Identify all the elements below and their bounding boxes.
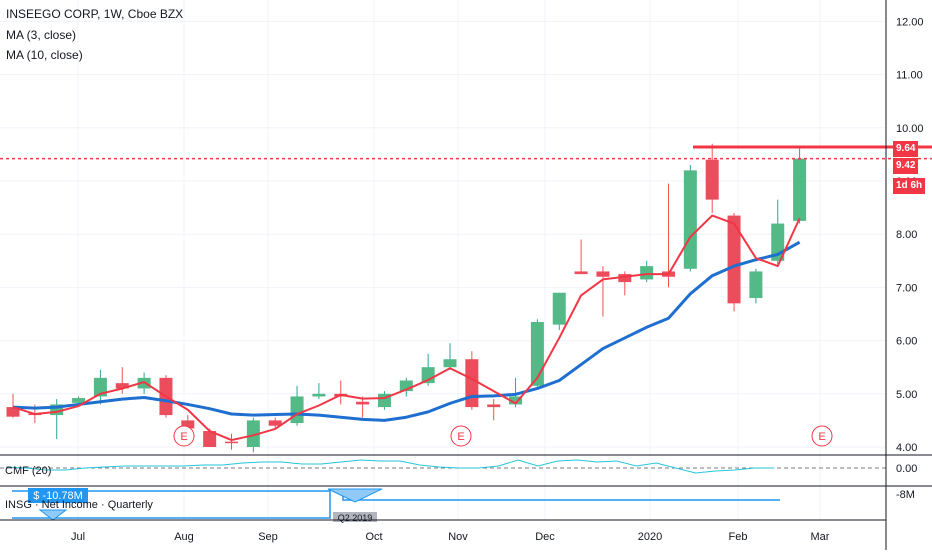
net-income-marker: [327, 488, 383, 503]
candle-body: [93, 377, 107, 397]
price-tick-label: 6.00: [896, 336, 917, 348]
candle-body: [749, 271, 763, 299]
candle-body: [6, 407, 20, 417]
candle-body: [203, 431, 217, 447]
candle-body: [793, 158, 807, 221]
candle-body: [268, 420, 282, 426]
time-tick-label: 2020: [638, 531, 662, 543]
candle-body: [115, 383, 129, 389]
net-income-tick-label: -8M: [896, 489, 915, 501]
net-income-line-prev: [12, 490, 331, 519]
net-income-period-tag: [333, 512, 377, 522]
lower-panes: 0.00 $ -10.78M Q2 2019 -8M: [0, 459, 917, 523]
candle-body: [618, 274, 632, 283]
earnings-marker: [811, 425, 833, 447]
price-tick-label: 7.00: [896, 282, 917, 294]
net-income-line: [342, 491, 780, 501]
candle-body: [399, 380, 413, 392]
candle-body: [574, 271, 588, 275]
candle-body: [509, 396, 523, 405]
time-tick-label: Feb: [729, 531, 748, 543]
earnings-marker-label: E: [457, 431, 464, 443]
candle-body: [465, 359, 479, 408]
cmf-label[interactable]: CMF (20): [5, 465, 52, 477]
time-tick-label: Oct: [365, 531, 382, 543]
candle-body: [312, 393, 326, 397]
cmf-line: [5, 459, 775, 474]
earnings-marker: [450, 425, 472, 447]
candle-body: [487, 404, 501, 408]
net-income-value-text: $ -10.78M: [33, 490, 83, 502]
candle-body: [72, 398, 86, 403]
candle-body: [356, 401, 370, 405]
candle-body: [683, 170, 697, 269]
price-tick-label: 10.00: [896, 123, 924, 135]
earnings-marker: [173, 425, 195, 447]
candle-body: [552, 292, 566, 325]
candle-body: [246, 420, 260, 447]
candle-body: [50, 404, 64, 416]
candle-body: [290, 396, 304, 424]
price-tick-label: 4.00: [896, 442, 917, 454]
moving-averages: [12, 214, 801, 442]
time-tick-label: Mar: [811, 531, 830, 543]
price-tick-label: 5.00: [896, 389, 917, 401]
time-tick-label: Aug: [174, 531, 194, 543]
net-income-period-text: Q2 2019: [338, 513, 373, 523]
earnings-marker-label: E: [818, 431, 825, 443]
ma10-line: [12, 240, 801, 422]
net-income-marker: [38, 509, 68, 521]
price-tick-label: 11.00: [896, 70, 923, 82]
candle-body: [596, 271, 610, 277]
cmf-tick-label: 0.00: [896, 463, 917, 475]
time-tick-label: Nov: [448, 531, 468, 543]
countdown-tag: 1d 6h: [893, 178, 926, 194]
price-tick-label: 8.00: [896, 229, 917, 241]
time-tick-label: Dec: [535, 531, 555, 543]
price-tag-high: 9.64: [893, 141, 919, 157]
candle-body: [727, 215, 741, 304]
candle-body: [181, 420, 195, 429]
candle-body: [225, 441, 238, 444]
price-tick-label: 12.00: [896, 16, 924, 28]
chart-title: INSEEGO CORP, 1W, Cboe BZX: [6, 7, 184, 21]
ma3-line: [12, 214, 801, 442]
ma3-legend[interactable]: MA (3, close): [6, 28, 77, 42]
time-tick-label: Jul: [71, 531, 85, 543]
candle-body: [640, 266, 654, 280]
net-income-value-tag: [28, 488, 88, 503]
ma10-legend[interactable]: MA (10, close): [6, 48, 83, 62]
candle-body: [705, 159, 719, 200]
candle-body: [443, 359, 457, 368]
time-tick-label: Sep: [258, 531, 278, 543]
earnings-marker-label: E: [180, 431, 187, 443]
price-tag-last: 9.42: [893, 158, 919, 174]
net-income-label[interactable]: INSG · Net Income · Quarterly: [5, 499, 153, 511]
